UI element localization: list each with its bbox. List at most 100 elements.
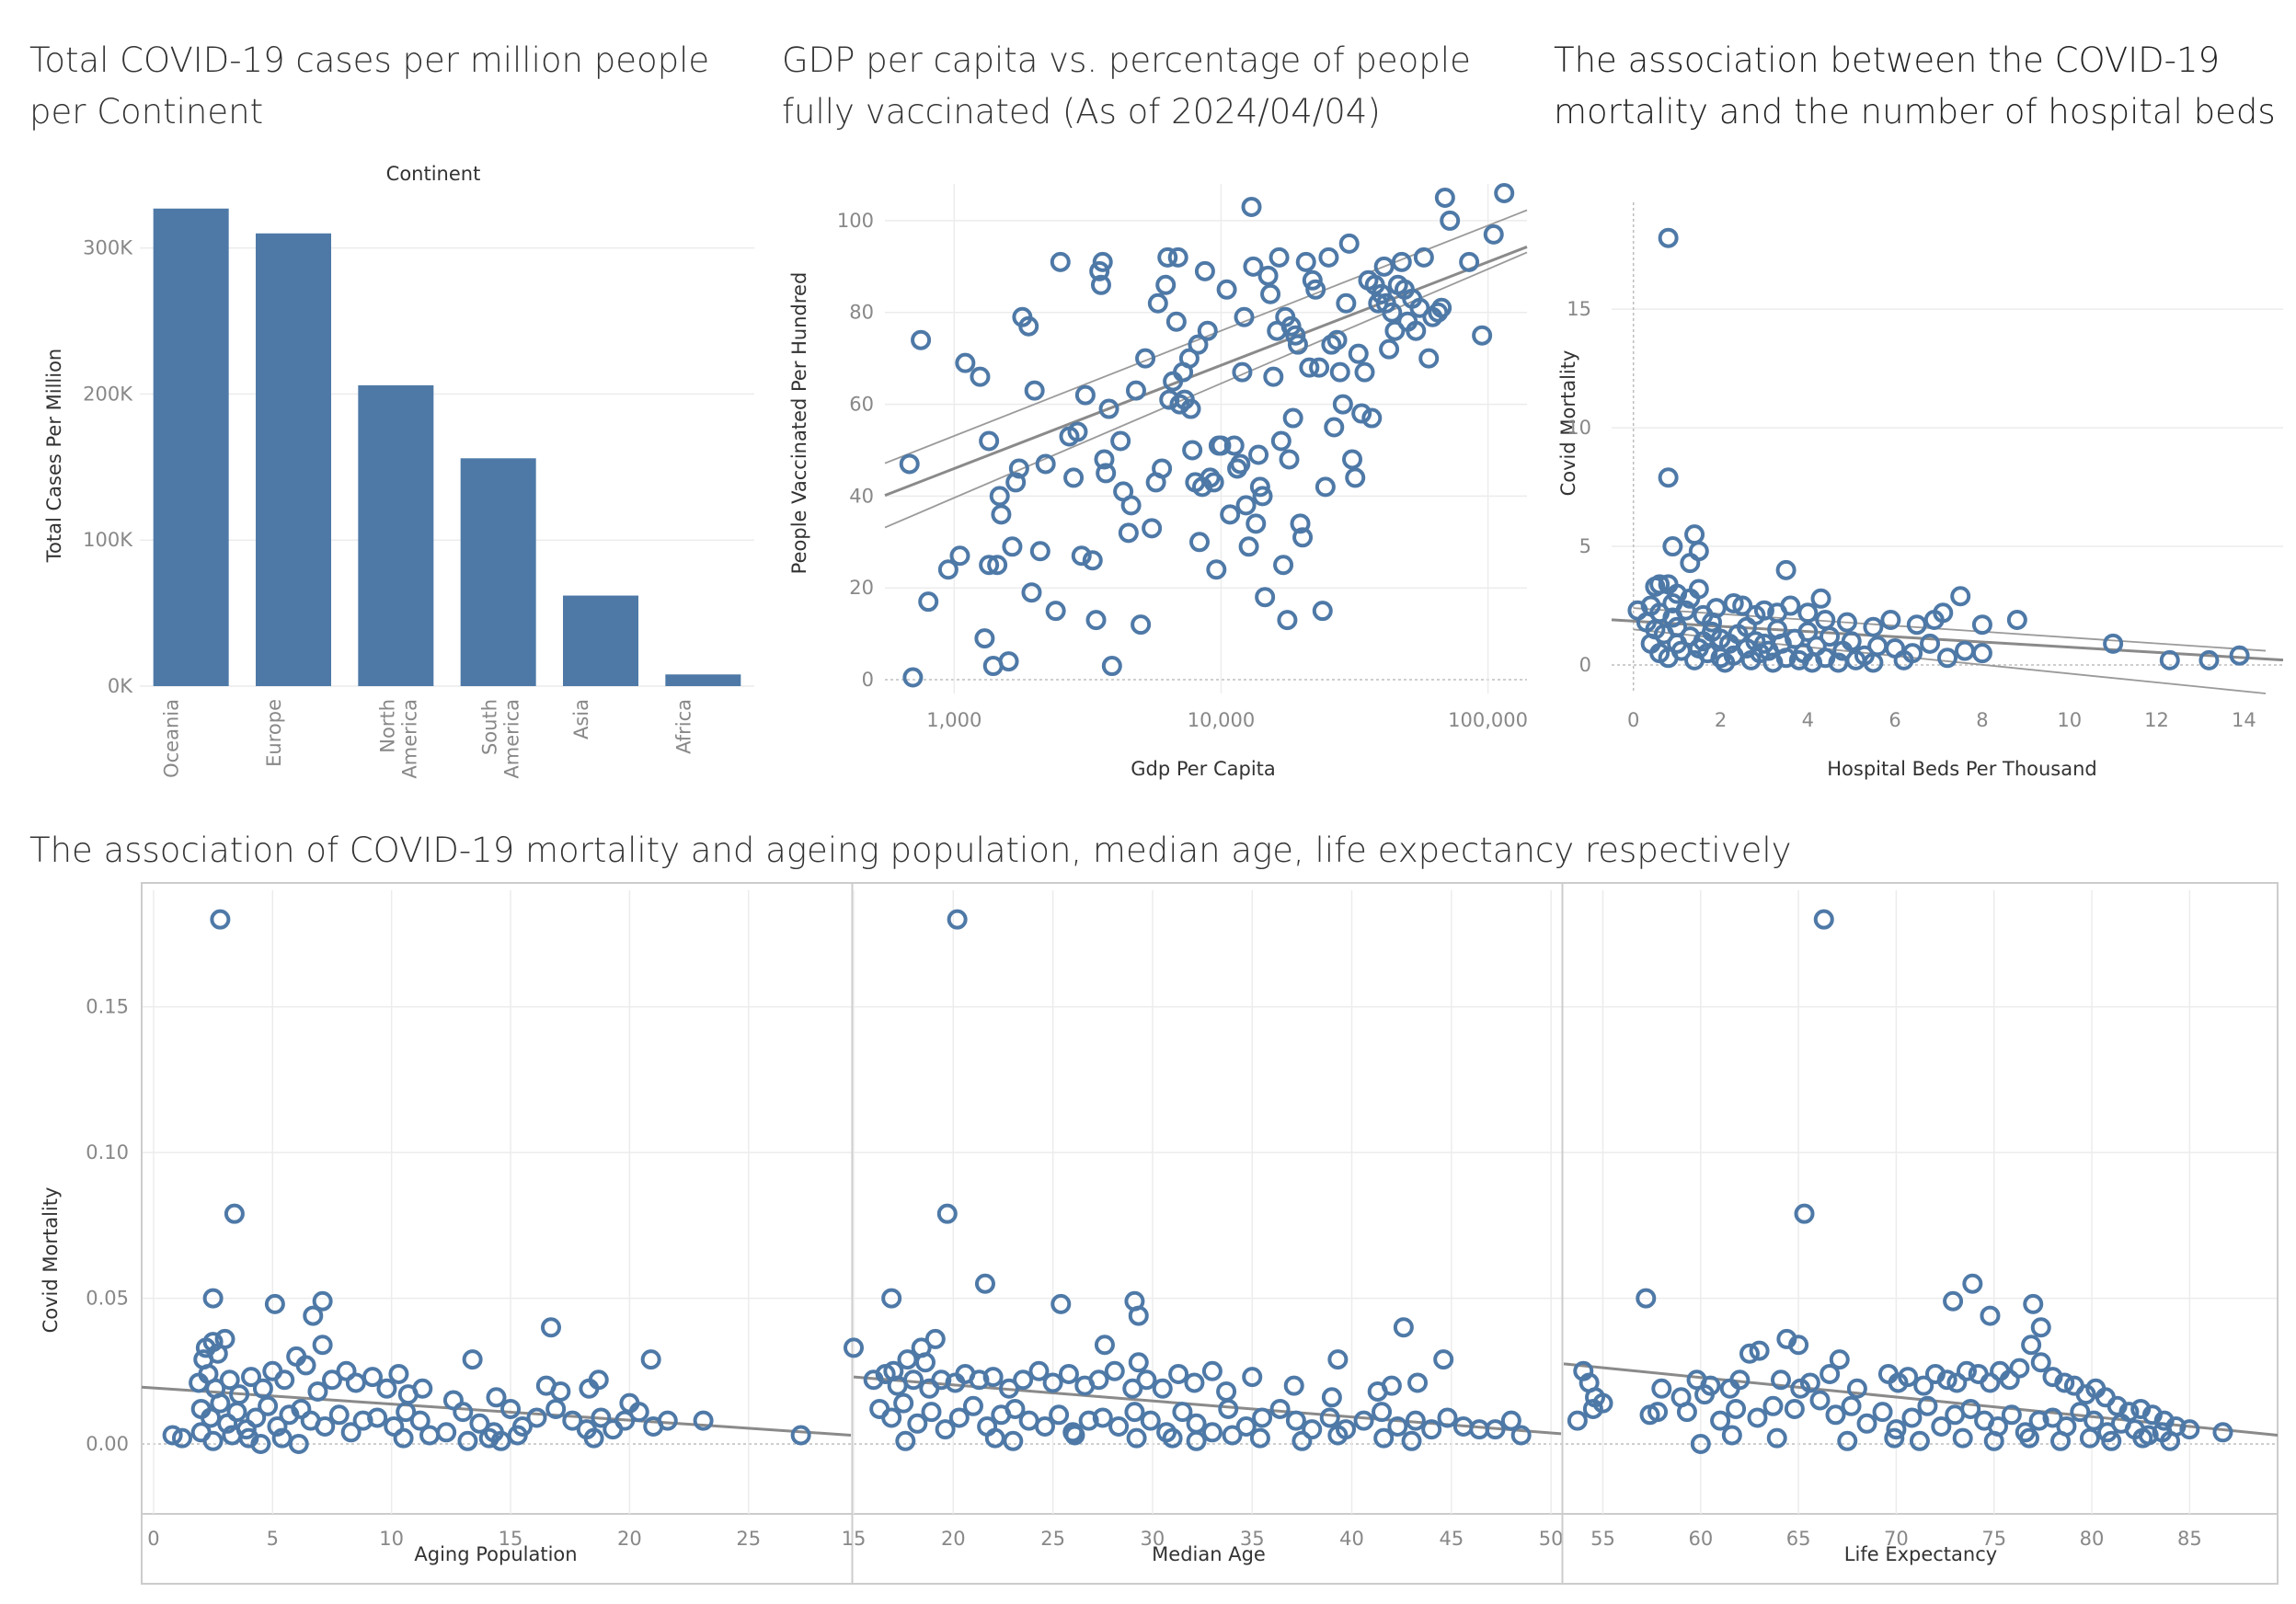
panel-point [303,1305,324,1326]
panel-point [453,1402,474,1423]
panel-x-tick-label: 85 [2177,1528,2202,1550]
panel-point [2179,1419,2200,1440]
panel-point [1373,1427,1395,1449]
panel-point [2021,1335,2042,1356]
panel-point [2101,1430,2122,1451]
panel-point [541,1317,562,1338]
scatter-gdp-point [1074,384,1096,406]
scatter-gdp-point [1413,246,1434,268]
panel-point [921,1402,942,1423]
scatter-beds-point [1723,645,1744,666]
scatter-beds-point [1667,633,1688,654]
panel-point [1739,1343,1760,1364]
bar-oceania [153,208,229,686]
panel-point [462,1349,483,1370]
panel-point [367,1407,388,1428]
panel-point [1128,1352,1149,1373]
scatter-gdp-point [1345,467,1366,488]
panel-point [1510,1425,1532,1446]
panel-point [202,1430,224,1451]
panel-frame [141,882,2279,1585]
panel-y-axis-label: Covid Mortality [40,1187,62,1334]
panel-point [962,1395,983,1416]
panel-point [274,1369,295,1391]
panel-point [1721,1425,1742,1446]
scatter-gdp-point [970,366,991,387]
scatter-beds-point [1745,631,1766,652]
scatter-beds-point [1767,619,1788,640]
scatter-gdp-point [1197,320,1218,341]
panel-point [321,1369,342,1391]
scatter-gdp-point [1292,527,1314,548]
panel-x-tick-label: 70 [1884,1528,1909,1550]
panel-point [914,1352,936,1373]
scatter-beds-point [1732,595,1753,616]
scatter-gdp-point [1248,444,1269,465]
chart3-title: The association between the COVID-19 mor… [1554,40,2276,132]
panel-point [1094,1335,1115,1356]
panel-point [907,1413,928,1434]
scatter-gdp-point [1279,449,1300,470]
panel-point [1128,1305,1149,1326]
scatter-gdp-point [1249,476,1270,498]
scatter-gdp-point [1494,182,1515,203]
panel-point [1201,1422,1223,1443]
panel-point [1108,1415,1130,1437]
panel-point [288,1433,309,1454]
panel-point [1302,1419,1323,1440]
scatter-gdp-point [1167,246,1188,268]
scatter-gdp-point [1406,320,1427,341]
bar-chart-y-tick-label: 200K [83,383,133,405]
bar-chart-x-tick-label: Oceania [161,699,183,778]
panel-point [969,1369,990,1391]
scatter-gdp-point [1082,550,1103,571]
scatter-gdp-point [1090,274,1111,295]
panel-point [1469,1419,1490,1440]
scatter-gdp-point [1194,260,1215,281]
panel-point [307,1381,328,1402]
panel-point [1235,1415,1257,1437]
panel-x-axis-label-aging-population: Aging Population [414,1543,577,1565]
scatter-beds-point [1867,636,1888,657]
bar-chart-x-tick-label: Europe [263,699,285,767]
panel-point [1820,1363,1841,1384]
panel-point [1962,1273,1983,1294]
scatter-gdp-point [949,545,970,567]
scatter-gdp-point [979,555,1000,576]
panel-point [264,1293,285,1314]
panel-x-tick-label: 35 [1240,1528,1265,1550]
trend-band-upper [1633,607,2267,652]
scatter-gdp-point [1157,246,1178,268]
scatter-gdp-vs-vaccinated: People Vaccinated Per Hundred Gdp Per Ca… [788,182,1528,780]
panel-point [1088,1369,1109,1391]
panel-point [1676,1402,1697,1423]
bar-chart-y-tick-label: 100K [83,529,133,551]
scatter-gdp-point [1152,458,1173,479]
panel-point [1770,1369,1791,1391]
panel-point [948,1407,970,1428]
panel-point [1825,1404,1846,1426]
panel-point [1636,1288,1657,1309]
scatter-gdp-point [1063,467,1085,488]
panel-point [1726,1398,1747,1419]
scatter-beds-y-tick-label: 0 [1579,654,1591,676]
scatter-gdp-point [1008,458,1029,479]
scatter-gdp-point [1368,292,1389,314]
panel-x-tick-label: 10 [379,1528,404,1550]
panel-x-tick-label: 60 [1688,1528,1713,1550]
scatter-beds-point [1788,649,1809,670]
scatter-gdp-point [1299,357,1320,378]
scatter-gdp-y-tick-label: 100 [837,210,874,232]
scatter-gdp-point [1125,380,1146,401]
scatter-gdp-point [1021,582,1042,603]
panel-point [267,1415,288,1437]
panel-point [2070,1402,2091,1423]
panel-x-tick-label: 40 [1339,1528,1364,1550]
bar-africa [665,674,741,686]
scatter-gdp-point [1302,269,1323,291]
panel-point [412,1378,433,1399]
scatter-gdp-point [1342,449,1363,470]
scatter-gdp-point [1312,601,1333,622]
scatter-gdp-point [1263,366,1284,387]
panel-point [1049,1404,1070,1426]
